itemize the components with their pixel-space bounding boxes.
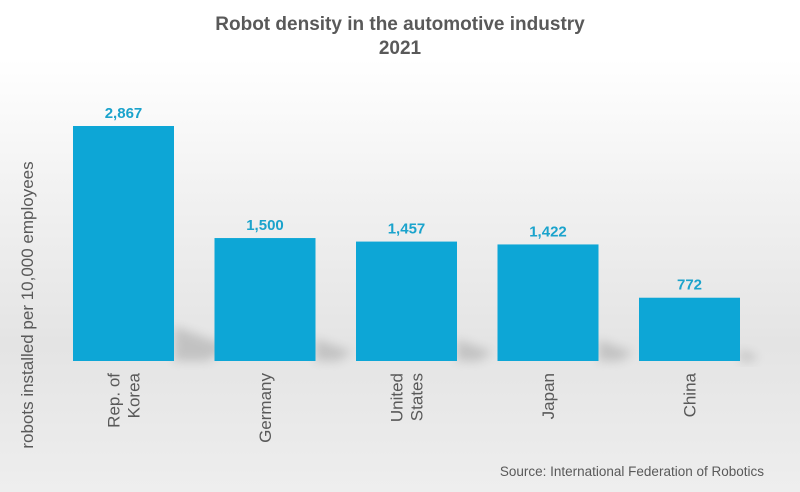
category-label-line: Rep. of (105, 373, 124, 428)
bar-shadow (740, 349, 759, 361)
data-label: 1,422 (529, 223, 567, 240)
category-label-line: Korea (125, 372, 144, 418)
category-label: Japan (539, 373, 558, 419)
category-label: China (681, 372, 700, 417)
bar-shadow (315, 338, 353, 361)
category-label-line: Germany (256, 373, 275, 443)
bar (214, 238, 316, 361)
category-label-line: States (408, 373, 427, 421)
category-label: Rep. of Korea (105, 372, 144, 427)
bar (73, 126, 174, 361)
chart-subtitle: 2021 (378, 38, 422, 59)
data-label: 772 (677, 277, 702, 294)
bar-shadow (598, 340, 634, 361)
bar (639, 297, 740, 361)
category-label: United States (388, 373, 427, 422)
bar-shadow (457, 339, 493, 361)
data-label: 1,500 (246, 217, 284, 234)
data-label: 2,867 (105, 105, 143, 122)
data-label: 1,457 (388, 221, 426, 238)
category-label: Germany (256, 373, 275, 443)
category-label-line: Japan (539, 373, 558, 419)
chart-title: Robot density in the automotive industry (215, 14, 585, 35)
bar (497, 244, 599, 361)
category-label-line: United (388, 373, 407, 422)
bar (356, 241, 457, 361)
source-note: Source: International Federation of Robo… (499, 464, 764, 479)
category-label-line: China (681, 372, 700, 417)
